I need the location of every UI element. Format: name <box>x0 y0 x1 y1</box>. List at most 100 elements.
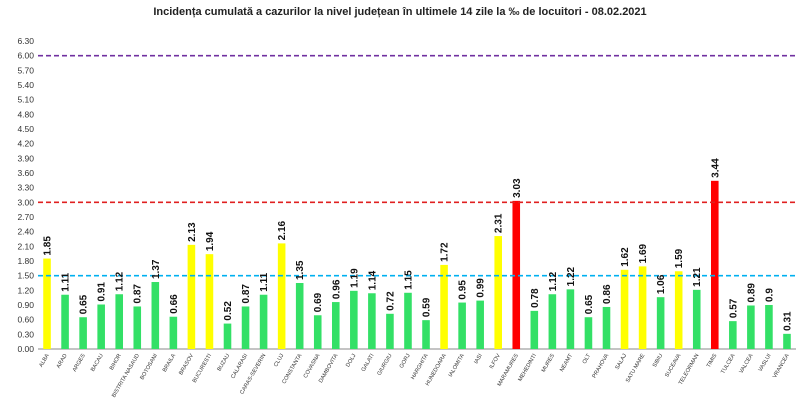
y-tick-label: 5.70 <box>17 65 34 75</box>
data-label: 2.13 <box>187 222 198 242</box>
bar <box>422 320 430 349</box>
data-label: 0.78 <box>530 288 541 308</box>
x-tick-label: CALARASI <box>230 353 249 380</box>
x-tick-label: BRAILA <box>162 353 177 373</box>
bar <box>151 282 160 349</box>
y-tick-label: 0.90 <box>17 300 34 310</box>
data-label: 3.44 <box>710 158 721 178</box>
y-tick-label: 4.20 <box>17 139 34 149</box>
data-label: 1.06 <box>656 274 667 294</box>
x-tick-label: ALBA <box>38 353 50 369</box>
bar <box>566 289 575 349</box>
data-label: 0.96 <box>331 279 342 299</box>
data-label: 0.91 <box>97 282 108 302</box>
data-label: 3.03 <box>512 178 523 198</box>
data-label: 1.11 <box>61 272 72 291</box>
data-label: 0.89 <box>746 283 757 303</box>
chart-title: Incidența cumulată a cazurilor la nivel … <box>153 6 647 18</box>
x-tick-label: SUCEAVA <box>664 353 682 379</box>
bar <box>548 294 557 349</box>
bar <box>584 317 593 349</box>
x-tick-label: DAMBOVITA <box>318 353 340 384</box>
bar <box>331 302 340 349</box>
x-tick-label: BIHOR <box>109 353 123 371</box>
y-tick-label: 2.70 <box>17 212 34 222</box>
x-tick-label: TIMIS <box>706 353 719 369</box>
data-label: 1.37 <box>151 259 162 279</box>
data-label: 1.12 <box>115 271 126 291</box>
x-tick-label: ARAD <box>56 353 69 369</box>
data-label: 0.9 <box>764 288 775 302</box>
x-tick-label: SATU MARE <box>625 353 646 384</box>
data-label: 1.21 <box>692 267 703 287</box>
bar <box>241 306 250 349</box>
data-label: 1.94 <box>205 231 216 251</box>
data-label: 1.14 <box>367 270 378 290</box>
bar <box>620 269 629 349</box>
bar <box>656 297 665 349</box>
x-tick-label: MEHEDINTI <box>517 353 538 383</box>
data-label: 1.15 <box>403 270 414 290</box>
x-tick-label: CONSTANTA <box>281 353 303 385</box>
bar <box>783 333 791 349</box>
bar <box>277 243 286 349</box>
x-tick-label: VALCEA <box>739 353 755 375</box>
x-tick-label: TULCEA <box>720 353 736 375</box>
bar <box>530 310 539 349</box>
bar <box>79 317 87 349</box>
bar <box>692 289 701 349</box>
y-tick-label: 6.30 <box>17 36 34 46</box>
data-label: 1.22 <box>566 266 577 286</box>
data-label: 0.59 <box>422 297 433 317</box>
bar <box>674 271 683 349</box>
bar <box>476 300 484 349</box>
y-tick-label: 1.20 <box>17 285 34 295</box>
data-label: 0.72 <box>385 291 396 311</box>
bar <box>729 321 737 349</box>
bar <box>638 266 647 349</box>
x-tick-label: CLUJ <box>273 353 285 368</box>
data-label: 0.57 <box>728 298 739 318</box>
x-tick-label: OLT <box>582 352 593 365</box>
x-tick-label: BACAU <box>90 353 105 373</box>
x-tick-label: BOTOSANI <box>139 353 159 381</box>
y-tick-label: 3.30 <box>17 183 34 193</box>
x-tick-label: ILFOV <box>489 353 502 370</box>
bar <box>350 290 358 349</box>
y-tick-label: 1.50 <box>17 271 34 281</box>
data-label: 1.35 <box>295 260 306 280</box>
bar <box>494 236 503 349</box>
y-tick-label: 3.00 <box>17 197 34 207</box>
data-label: 1.11 <box>259 272 270 291</box>
data-label: 1.85 <box>43 236 54 256</box>
data-label: 0.65 <box>584 294 595 314</box>
data-label: 0.52 <box>223 301 234 321</box>
bar <box>368 293 376 349</box>
x-tick-label: GORJ <box>399 353 412 370</box>
x-tick-label: MURES <box>541 353 556 374</box>
data-label: 1.59 <box>674 248 685 268</box>
y-tick-label: 4.80 <box>17 109 34 119</box>
bar <box>133 306 142 349</box>
x-tick-label: SALAJ <box>615 353 629 371</box>
bar <box>295 283 304 349</box>
bar <box>187 244 196 349</box>
x-tick-label: PRAHOVA <box>592 353 611 380</box>
data-label: 0.87 <box>241 284 252 304</box>
bar <box>169 316 178 349</box>
bar <box>747 305 755 349</box>
y-tick-label: 3.90 <box>17 153 34 163</box>
bar <box>205 254 214 349</box>
y-tick-label: 0.00 <box>17 344 34 354</box>
x-tick-label: SIBIU <box>652 353 665 369</box>
x-tick-label: IASI <box>473 353 484 366</box>
bar <box>602 306 611 349</box>
y-tick-label: 2.10 <box>17 241 34 251</box>
y-tick-label: 0.30 <box>17 329 34 339</box>
bar <box>43 258 51 349</box>
x-tick-label: NEAMT <box>559 352 574 372</box>
data-label: 0.95 <box>458 280 469 300</box>
y-tick-label: 1.80 <box>17 256 34 266</box>
